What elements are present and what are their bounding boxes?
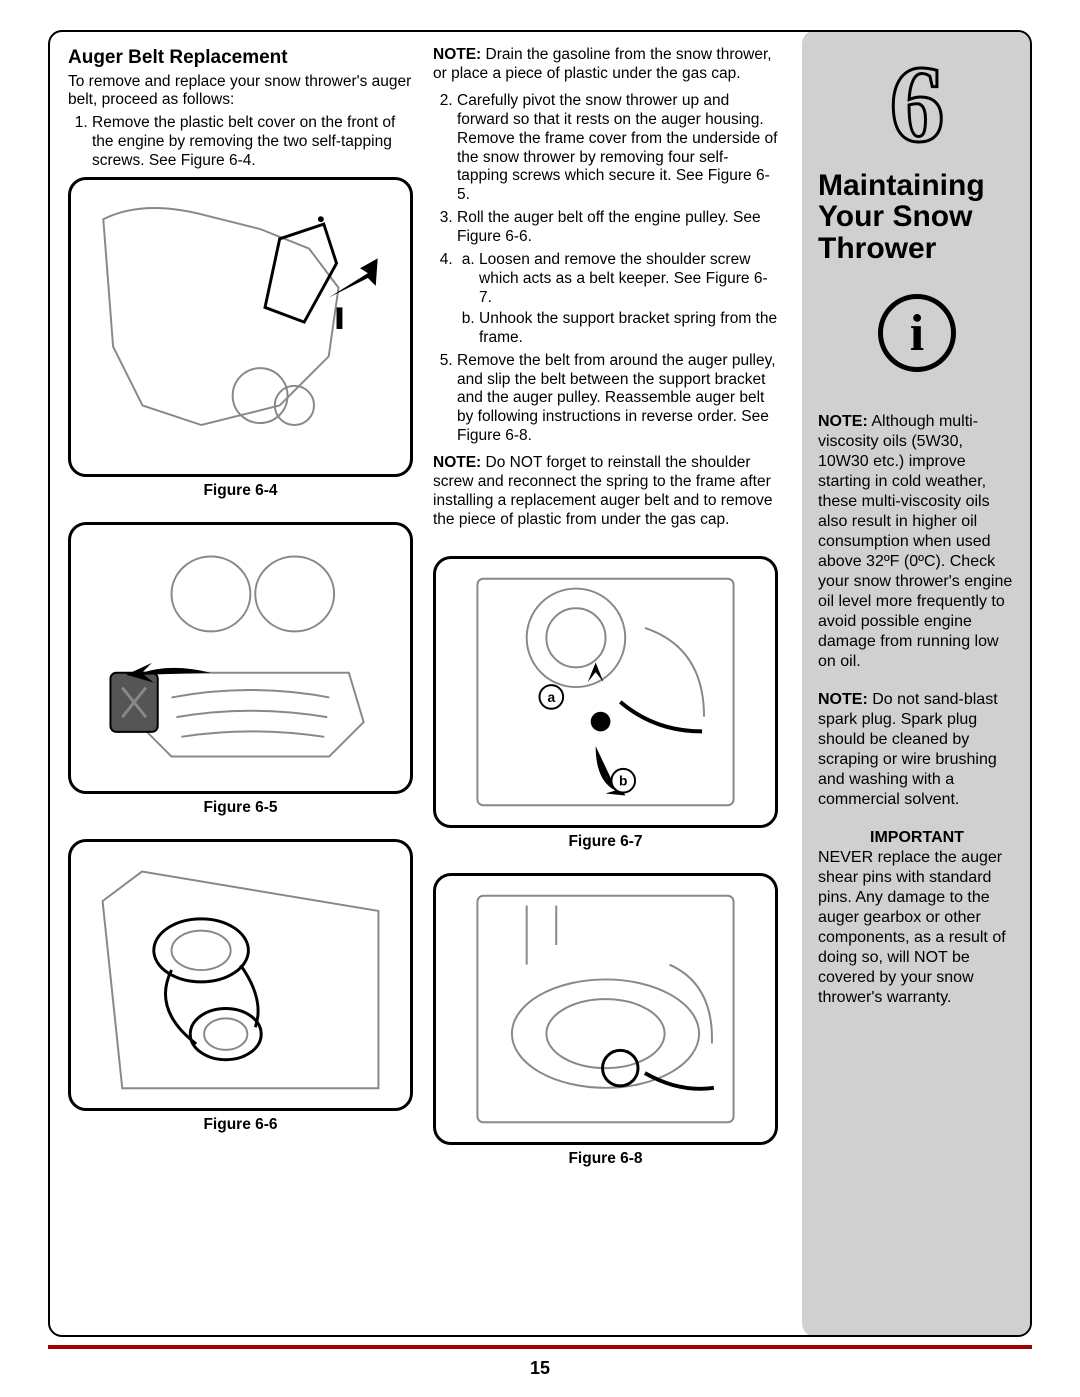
note-reinstall: NOTE: Do NOT forget to reinstall the sho… <box>433 454 778 530</box>
figure-6-6-svg <box>71 842 410 1108</box>
note-text: Although multi-viscosity oils (5W30, 10W… <box>818 413 1012 670</box>
figure-6-5-caption: Figure 6-5 <box>68 798 413 817</box>
intro-text: To remove and replace your snow thrower'… <box>68 73 413 110</box>
note-drain: NOTE: Drain the gasoline from the snow t… <box>433 46 778 84</box>
two-columns: Auger Belt Replacement To remove and rep… <box>68 46 778 1325</box>
chapter-title: Maintaining Your Snow Thrower <box>818 170 1016 265</box>
figure-6-4-svg <box>71 180 410 474</box>
step-1: Remove the plastic belt cover on the fro… <box>92 114 413 171</box>
chapter-number: 6 <box>818 58 1016 152</box>
figure-6-7-box: a b <box>433 556 778 828</box>
note-label: NOTE: <box>433 46 481 63</box>
chapter-sidebar: 6 Maintaining Your Snow Thrower i NOTE: … <box>802 30 1032 1337</box>
figure-6-6-box <box>68 839 413 1111</box>
page-frame: Auger Belt Replacement To remove and rep… <box>48 30 1032 1337</box>
figure-6-7-svg: a b <box>436 559 775 825</box>
main-content: Auger Belt Replacement To remove and rep… <box>50 32 794 1335</box>
figure-6-8: Figure 6-8 <box>433 873 778 1168</box>
note-text: Do not sand-blast spark plug. Spark plug… <box>818 691 998 808</box>
figure-6-5: Figure 6-5 <box>68 522 413 817</box>
info-icon: i <box>878 294 956 372</box>
figure-6-8-svg <box>436 876 775 1142</box>
figure-6-5-svg <box>71 525 410 791</box>
note-label: NOTE: <box>433 454 481 471</box>
right-step-list: Carefully pivot the snow thrower up and … <box>433 92 778 446</box>
figure-6-4: Figure 6-4 <box>68 177 413 500</box>
figure-6-5-box <box>68 522 413 794</box>
step-3: Roll the auger belt off the engine pulle… <box>457 209 778 247</box>
sidebar-note-sparkplug: NOTE: Do not sand-blast spark plug. Spar… <box>818 690 1016 810</box>
figure-6-6-caption: Figure 6-6 <box>68 1115 413 1134</box>
right-column: NOTE: Drain the gasoline from the snow t… <box>433 46 778 1325</box>
left-column: Auger Belt Replacement To remove and rep… <box>68 46 413 1325</box>
important-text: NEVER replace the auger shear pins with … <box>818 849 1006 1006</box>
step-4b: Unhook the support bracket spring from t… <box>479 310 778 348</box>
left-step-list: Remove the plastic belt cover on the fro… <box>68 114 413 171</box>
figure-6-6: Figure 6-6 <box>68 839 413 1134</box>
sidebar-important: IMPORTANT NEVER replace the auger shear … <box>818 828 1016 1008</box>
figure-6-7: a b Figure 6-7 <box>433 556 778 851</box>
figure-6-8-caption: Figure 6-8 <box>433 1149 778 1168</box>
figure-6-7-caption: Figure 6-7 <box>433 832 778 851</box>
important-label: IMPORTANT <box>818 828 1016 848</box>
step-4-sublist: Loosen and remove the shoulder screw whi… <box>457 251 778 348</box>
step-5: Remove the belt from around the auger pu… <box>457 352 778 447</box>
step-4a: Loosen and remove the shoulder screw whi… <box>479 251 778 308</box>
footer-rule <box>48 1345 1032 1349</box>
step-2: Carefully pivot the snow thrower up and … <box>457 92 778 205</box>
label-b: b <box>619 773 627 788</box>
figure-6-4-caption: Figure 6-4 <box>68 481 413 500</box>
section-title: Auger Belt Replacement <box>68 46 413 70</box>
label-a: a <box>547 690 555 705</box>
note-text: Do NOT forget to reinstall the shoulder … <box>433 454 772 528</box>
step-4: Loosen and remove the shoulder screw whi… <box>457 251 778 348</box>
sidebar-note-oil: NOTE: Although multi-viscosity oils (5W3… <box>818 412 1016 672</box>
page-number: 15 <box>0 1358 1080 1379</box>
note-label: NOTE: <box>818 691 868 708</box>
note-label: NOTE: <box>818 413 868 430</box>
note-text: Drain the gasoline from the snow thrower… <box>433 46 772 82</box>
figure-6-4-box <box>68 177 413 477</box>
figure-6-8-box <box>433 873 778 1145</box>
